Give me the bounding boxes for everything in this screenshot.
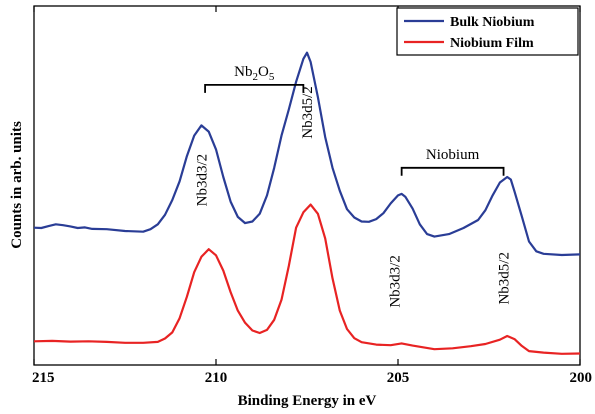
peak-label-2: Nb3d5/2 xyxy=(300,86,316,139)
legend-label-niobium-film: Niobium Film xyxy=(450,36,534,51)
bracket-label-1: Nb2O5 xyxy=(234,64,275,83)
x-tick-label-205: 205 xyxy=(387,370,410,386)
x-tick-label-200: 200 xyxy=(570,370,593,386)
series-line-niobium-film xyxy=(33,203,581,355)
bracket-label-2: Niobium xyxy=(426,147,480,163)
legend-label-bulk-niobium: Bulk Niobium xyxy=(450,15,535,30)
legend-box xyxy=(396,7,579,56)
x-tick-layer: 215 210 205 200 xyxy=(32,6,592,386)
y-axis-label: Counts in arb. units xyxy=(9,121,25,249)
x-axis-label: Binding Energy in eV xyxy=(238,393,377,409)
series-layer xyxy=(33,51,581,355)
legend: Bulk Niobium Niobium Film xyxy=(396,7,579,56)
peak-label-4: Nb3d5/2 xyxy=(497,252,513,305)
annotation-layer: Nb3d3/2 Nb3d5/2 Nb3d3/2 Nb3d5/2 Nb2O5 Niobium xyxy=(194,64,512,308)
x-tick-label-215: 215 xyxy=(32,370,55,386)
x-tick-label-210: 210 xyxy=(205,370,228,386)
series-line-bulk-niobium xyxy=(33,51,581,257)
bracket-1 xyxy=(204,84,305,93)
plot-frame xyxy=(33,5,581,366)
bracket-2 xyxy=(400,166,505,176)
peak-label-1: Nb3d3/2 xyxy=(194,154,210,207)
peak-label-3: Nb3d3/2 xyxy=(387,255,403,308)
